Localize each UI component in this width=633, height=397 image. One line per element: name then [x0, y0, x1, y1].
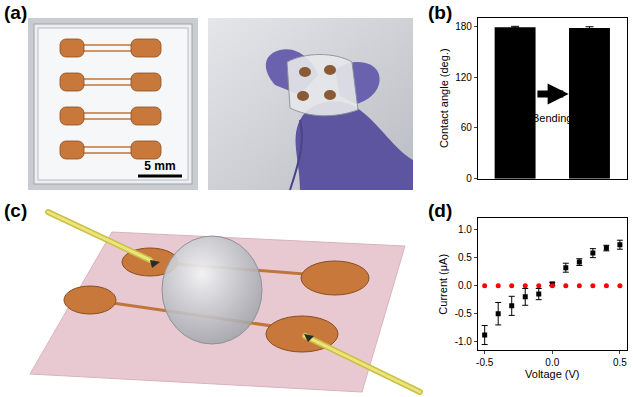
html-text:(b): (b) — [428, 2, 453, 23]
html-text:(a): (a) — [4, 2, 28, 23]
svg-text:-0.5: -0.5 — [455, 308, 473, 319]
svg-text:-1.0: -1.0 — [455, 336, 473, 347]
svg-text:0.0: 0.0 — [545, 357, 559, 368]
svg-text:-0.5: -0.5 — [476, 357, 494, 368]
svg-text:Current (μA): Current (μA) — [437, 254, 449, 315]
svg-text:0: 0 — [466, 173, 472, 184]
svg-text:0.5: 0.5 — [458, 252, 472, 263]
svg-text:Voltage (V): Voltage (V) — [525, 368, 579, 380]
html-text:(c): (c) — [4, 200, 28, 221]
svg-text:5 mm: 5 mm — [144, 159, 175, 173]
svg-text:60: 60 — [461, 122, 473, 133]
svg-text:120: 120 — [455, 72, 472, 83]
svg-text:Bending: Bending — [532, 112, 572, 124]
svg-text:0.5: 0.5 — [613, 357, 627, 368]
html-text:(d): (d) — [428, 200, 453, 221]
svg-text:180: 180 — [455, 21, 472, 32]
svg-text:0.0: 0.0 — [458, 280, 472, 291]
svg-text:Contact angle (deg.): Contact angle (deg.) — [438, 48, 450, 148]
svg-text:1.0: 1.0 — [458, 224, 472, 235]
